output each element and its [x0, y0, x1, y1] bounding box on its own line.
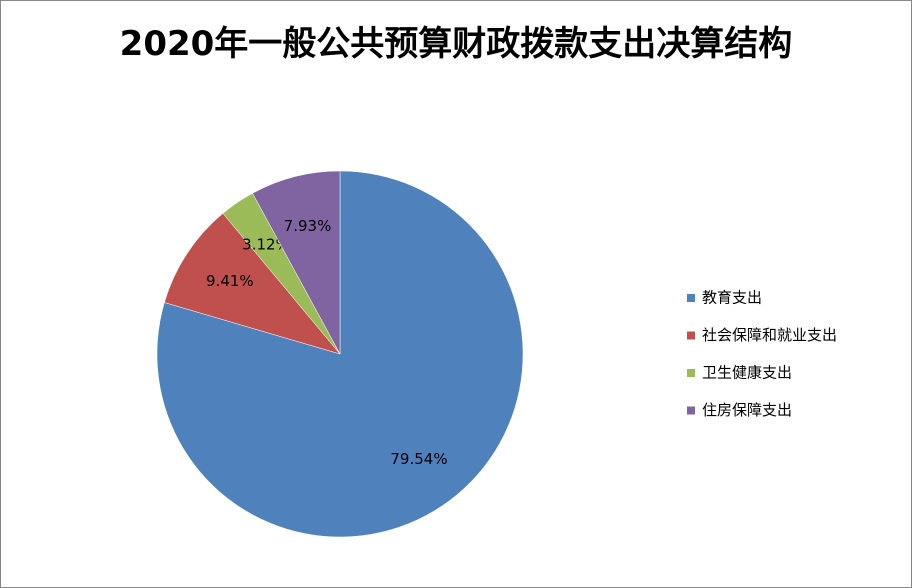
legend-label: 住房保障支出 [702, 401, 792, 419]
legend-label: 卫生健康支出 [702, 364, 792, 382]
legend-swatch [687, 369, 695, 377]
pie-slice [164, 213, 341, 355]
legend-label: 教育支出 [702, 289, 762, 307]
pie-slice [252, 170, 341, 355]
data-label: 79.54% [390, 450, 447, 468]
legend-swatch [687, 294, 695, 302]
data-label: 9.41% [206, 272, 254, 290]
chart-title: 2020年一般公共预算财政拨款支出决算结构 [119, 24, 793, 64]
data-label: 7.93% [284, 217, 332, 235]
legend-swatch [687, 331, 695, 340]
legend-swatch [687, 406, 695, 415]
legend-label: 社会保障和就业支出 [702, 326, 837, 344]
